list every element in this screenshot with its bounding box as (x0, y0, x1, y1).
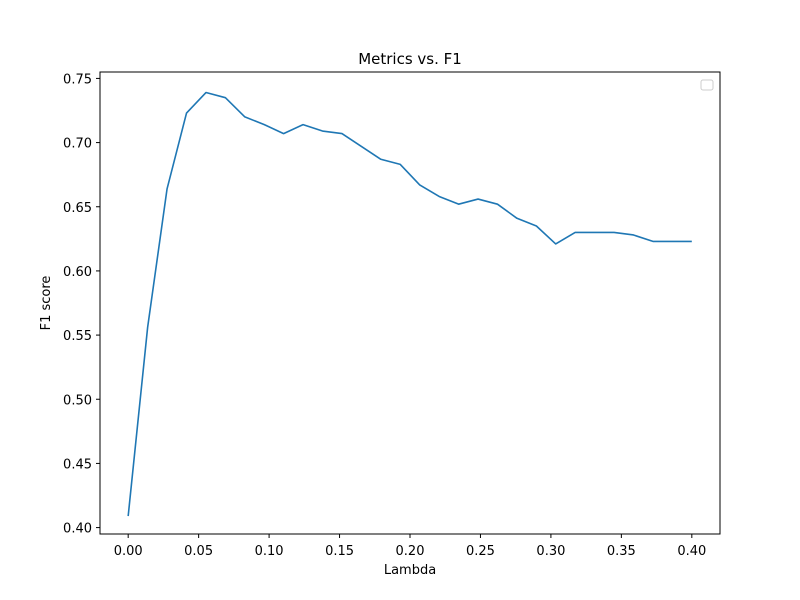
data-point (186, 112, 188, 114)
plot-area (99, 71, 721, 535)
data-point (633, 234, 635, 236)
data-point (438, 196, 440, 198)
data-point (302, 124, 304, 126)
data-point (244, 116, 246, 118)
series-line (127, 91, 692, 517)
x-tick-label: 0.35 (607, 544, 636, 559)
data-point (341, 133, 343, 135)
data-point (672, 241, 674, 243)
data-point (458, 203, 460, 205)
y-tick-label: 0.50 (63, 393, 92, 408)
data-point (536, 225, 538, 227)
data-point (516, 218, 518, 220)
data-point (594, 232, 596, 234)
y-tick-label: 0.45 (63, 457, 92, 472)
data-point (555, 243, 557, 245)
data-point (166, 188, 168, 190)
x-tick-label: 0.10 (255, 544, 284, 559)
y-axis: 0.40 0.45 0.50 0.55 0.60 0.65 0.70 0.75 (63, 72, 100, 537)
data-point (477, 198, 479, 200)
data-point (691, 241, 693, 243)
data-point (574, 232, 576, 234)
x-tick-label: 0.20 (396, 544, 425, 559)
x-tick-label: 0.25 (466, 544, 495, 559)
chart-title: Metrics vs. F1 (358, 50, 462, 68)
y-tick-label: 0.65 (63, 201, 92, 216)
data-point (497, 203, 499, 205)
series-layer (127, 91, 693, 517)
y-tick-label: 0.75 (63, 72, 92, 87)
data-point (127, 515, 129, 517)
data-point (264, 124, 266, 126)
data-point (419, 184, 421, 186)
y-tick-label: 0.40 (63, 522, 92, 537)
data-point (322, 130, 324, 132)
data-point (652, 241, 654, 243)
x-tick-label: 0.15 (325, 544, 354, 559)
x-axis: 0.00 0.05 0.10 0.15 0.20 0.25 0.30 0.35 0.40 (114, 534, 706, 559)
data-point (380, 158, 382, 160)
y-tick-label: 0.70 (63, 137, 92, 152)
data-point (225, 97, 227, 99)
data-point (613, 232, 615, 234)
plot-frame (99, 71, 721, 535)
data-point (283, 133, 285, 135)
x-axis-label: Lambda (384, 563, 436, 578)
y-axis-label: F1 score (39, 276, 54, 331)
legend-box (700, 79, 714, 91)
x-tick-label: 0.30 (536, 544, 565, 559)
x-tick-label: 0.00 (114, 544, 143, 559)
data-point (147, 327, 149, 329)
data-point (205, 92, 207, 94)
y-tick-label: 0.60 (63, 265, 92, 280)
data-point (399, 164, 401, 166)
x-tick-label: 0.40 (677, 544, 706, 559)
data-point (361, 146, 363, 148)
y-tick-label: 0.55 (63, 329, 92, 344)
x-tick-label: 0.05 (184, 544, 213, 559)
